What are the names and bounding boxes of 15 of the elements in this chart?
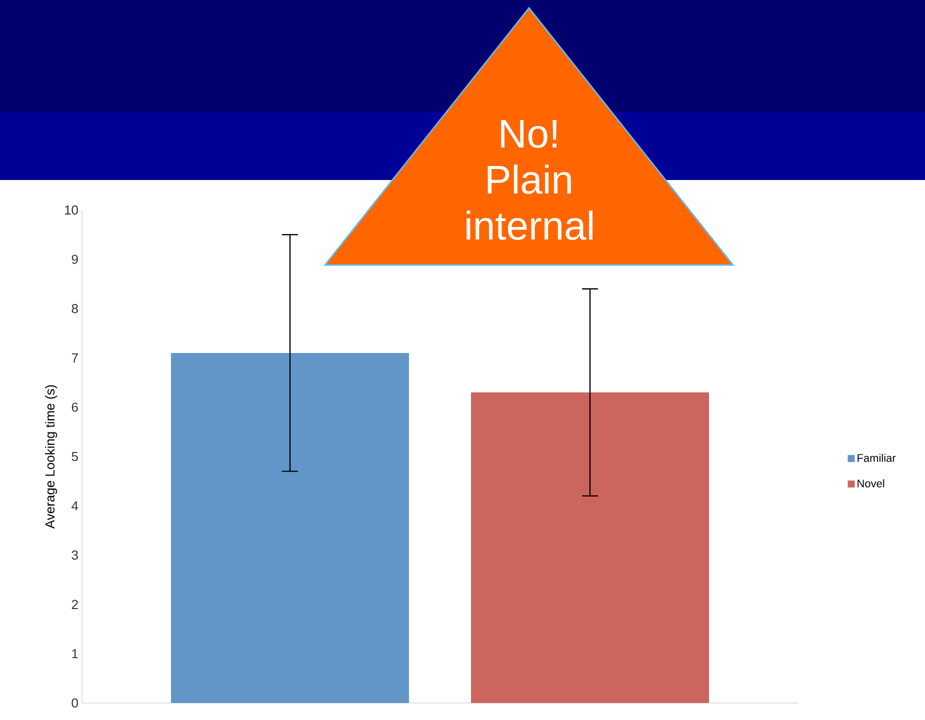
legend-label: Novel (858, 479, 884, 488)
y-tick-label: 3 (72, 550, 78, 560)
y-tick-label: 7 (72, 353, 78, 362)
y-tick-label: 9 (72, 254, 78, 264)
y-tick-label: 1 (72, 649, 78, 658)
y-tick-label: 0 (72, 698, 78, 708)
y-tick-label: 2 (72, 600, 78, 609)
legend-label: Familiar (858, 454, 896, 462)
annotation: No! Plain internal (466, 120, 592, 240)
y-axis-title: Average Looking time (s) (45, 385, 58, 529)
y-tick-label: 6 (72, 402, 78, 412)
y-tick-label: 5 (72, 452, 78, 462)
y-tick-label: 4 (72, 501, 78, 510)
y-tick-label: 8 (72, 304, 78, 314)
y-tick-label: 10 (64, 205, 78, 215)
